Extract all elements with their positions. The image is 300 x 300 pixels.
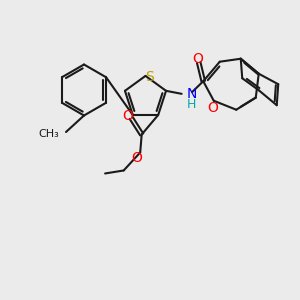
Text: O: O [207, 101, 218, 115]
Text: N: N [187, 87, 197, 101]
Text: CH₃: CH₃ [39, 130, 59, 140]
Text: S: S [145, 70, 154, 84]
Text: H: H [187, 98, 196, 111]
Text: O: O [131, 152, 142, 166]
Text: O: O [192, 52, 203, 66]
Text: O: O [122, 109, 133, 123]
